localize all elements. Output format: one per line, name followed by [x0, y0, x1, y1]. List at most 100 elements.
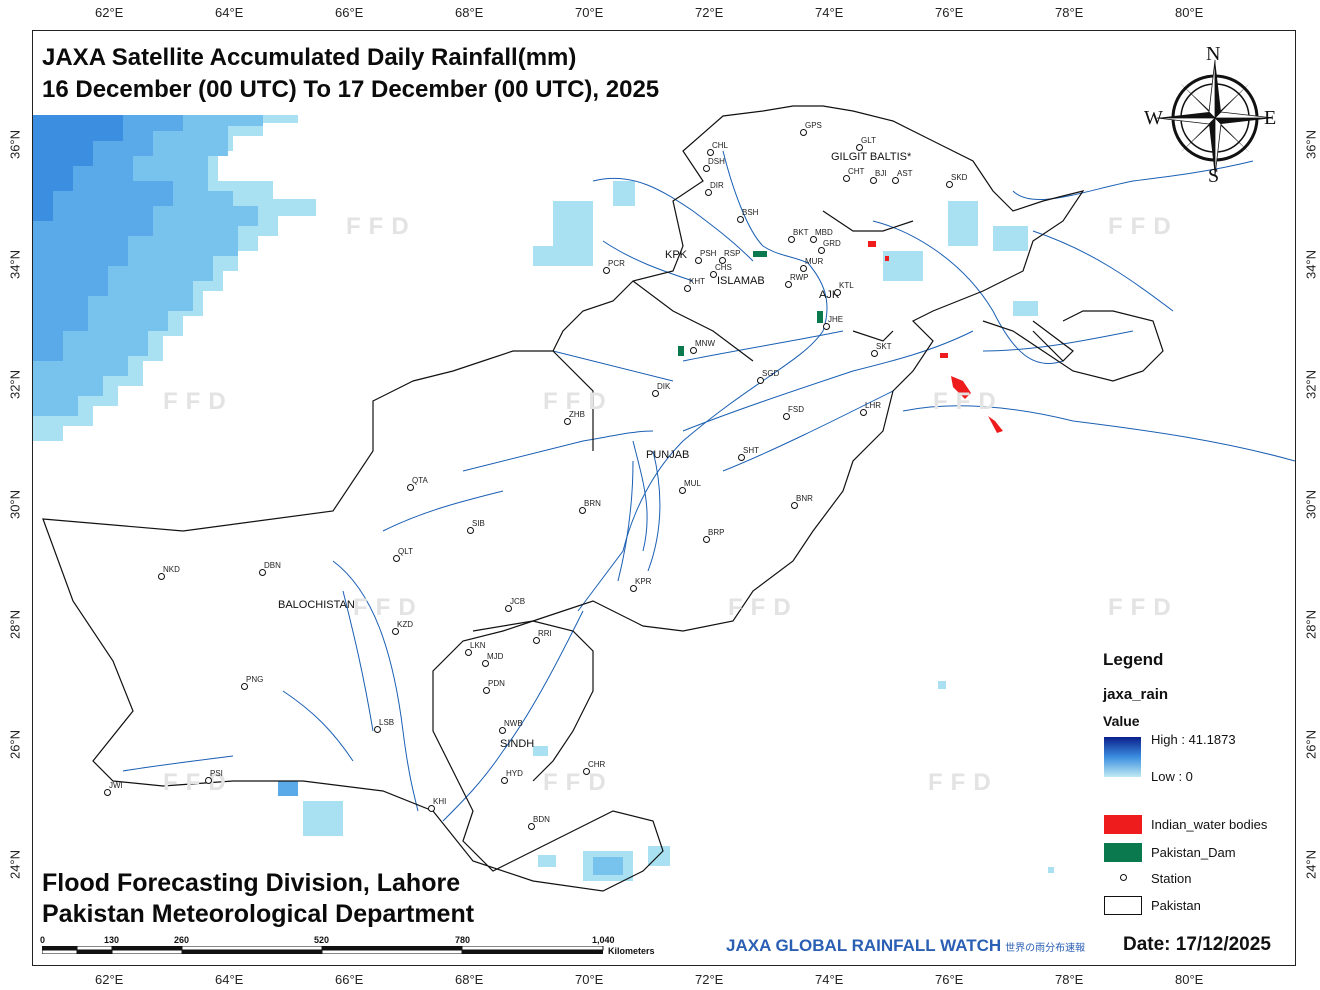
station-label: KTL: [839, 281, 854, 290]
latitude-tick-label: 30°N: [7, 489, 23, 520]
station-label: KZD: [397, 620, 413, 629]
longitude-tick-label: 72°E: [695, 972, 724, 987]
longitude-tick-label: 80°E: [1175, 5, 1204, 20]
scale-unit: Kilometers: [608, 946, 655, 956]
longitude-tick-label: 68°E: [455, 5, 484, 20]
station-marker-icon: [630, 585, 637, 592]
watermark: FFD: [543, 769, 614, 796]
watermark: FFD: [163, 388, 234, 415]
longitude-tick-label: 70°E: [575, 972, 604, 987]
latitude-tick-label: 36°N: [7, 129, 23, 160]
station-marker-icon: [703, 536, 710, 543]
longitude-tick-label: 80°E: [1175, 972, 1204, 987]
station-marker-icon: [737, 216, 744, 223]
station-marker-icon: [205, 777, 212, 784]
station-marker-icon: [738, 454, 745, 461]
legend-swatch-indian-water: [1104, 815, 1142, 834]
legend-label-indian-water: Indian_water bodies: [1151, 817, 1268, 832]
station-label: GPS: [805, 121, 822, 130]
longitude-tick-label: 62°E: [95, 5, 124, 20]
station-marker-icon: [871, 350, 878, 357]
watermark: FFD: [1108, 594, 1179, 621]
scale-label: 780: [455, 935, 471, 945]
station-label: PNG: [246, 675, 264, 684]
region-label-sindh: SINDH: [500, 738, 535, 750]
station-marker-icon: [505, 605, 512, 612]
station-marker-icon: [834, 289, 841, 296]
station-marker-icon: [603, 267, 610, 274]
station-marker-icon: [705, 189, 712, 196]
pakistan-dams: [678, 251, 823, 356]
longitude-tick-label: 76°E: [935, 5, 964, 20]
station-marker-icon: [528, 823, 535, 830]
station-label: SGD: [762, 369, 780, 378]
station-label: KHT: [689, 277, 705, 286]
station-label: JHE: [828, 315, 844, 324]
station-marker-icon: [785, 281, 792, 288]
station-marker-icon: [241, 683, 248, 690]
station-label: LSB: [379, 718, 395, 727]
compass-north-label: N: [1206, 43, 1221, 65]
legend-label-dam: Pakistan_Dam: [1151, 845, 1236, 860]
longitude-tick-label: 62°E: [95, 972, 124, 987]
station-marker-icon: [695, 257, 702, 264]
station-marker-icon: [465, 649, 472, 656]
station-label: PSH: [700, 249, 717, 258]
station-label: MJD: [487, 652, 504, 661]
station-marker-icon: [104, 789, 111, 796]
region-label-islamabad: ISLAMAB: [717, 275, 765, 287]
latitude-tick-label: 24°N: [1303, 849, 1319, 880]
station-marker-icon: [374, 726, 381, 733]
station-label: NKD: [163, 565, 180, 574]
longitude-tick-label: 64°E: [215, 972, 244, 987]
station-marker-icon: [583, 768, 590, 775]
station-label: DIR: [710, 181, 724, 190]
legend-low-value: Low : 0: [1151, 769, 1193, 784]
jaxa-brand-name: JAXA GLOBAL RAINFALL WATCH: [726, 936, 1002, 955]
longitude-tick-label: 74°E: [815, 972, 844, 987]
watermark: FFD: [933, 388, 1004, 415]
longitude-tick-label: 74°E: [815, 5, 844, 20]
station-label: MNW: [695, 339, 715, 348]
scale-label: 0: [40, 935, 46, 945]
latitude-tick-label: 36°N: [1303, 129, 1319, 160]
station-label: JCB: [510, 597, 526, 606]
station-label: BSH: [742, 208, 759, 217]
latitude-tick-label: 28°N: [1303, 609, 1319, 640]
station-label: SKT: [876, 342, 892, 351]
station-label: LKN: [470, 641, 486, 650]
station-label: NWB: [504, 719, 523, 728]
station-marker-icon: [428, 805, 435, 812]
station-label: RWP: [790, 273, 809, 282]
watermark: FFD: [543, 388, 614, 415]
station-marker-icon: [707, 149, 714, 156]
station-marker-icon: [533, 637, 540, 644]
station-marker-icon: [483, 687, 490, 694]
scale-bar: [42, 946, 604, 954]
station-marker-icon: [690, 347, 697, 354]
map-canvas: [33, 105, 1295, 892]
station-label: SIB: [472, 519, 485, 528]
station-marker-icon: [892, 177, 899, 184]
footer-line2: Pakistan Meteorological Department: [42, 900, 475, 928]
station-label: MUL: [684, 479, 701, 488]
station-marker-icon: [800, 129, 807, 136]
station-marker-icon: [679, 487, 686, 494]
legend-value-label: Value: [1103, 713, 1140, 729]
longitude-tick-label: 66°E: [335, 972, 364, 987]
region-label-kpk: KPK: [665, 249, 688, 261]
station-marker-icon: [818, 247, 825, 254]
legend-label-station: Station: [1151, 871, 1192, 886]
map-title-line2: 16 December (00 UTC) To 17 December (00 …: [42, 76, 660, 103]
longitude-tick-label: 70°E: [575, 5, 604, 20]
legend-swatch-dam: [1104, 843, 1142, 862]
station-marker-icon: [158, 573, 165, 580]
station-label: DSH: [708, 157, 725, 166]
station-marker-icon: [757, 377, 764, 384]
latitude-tick-label: 34°N: [1303, 249, 1319, 280]
scale-label: 130: [104, 935, 120, 945]
rain-gradient-swatch: [1104, 737, 1141, 777]
station-label: GLT: [861, 136, 876, 145]
station-marker-icon: [564, 418, 571, 425]
watermark: FFD: [1108, 213, 1179, 240]
